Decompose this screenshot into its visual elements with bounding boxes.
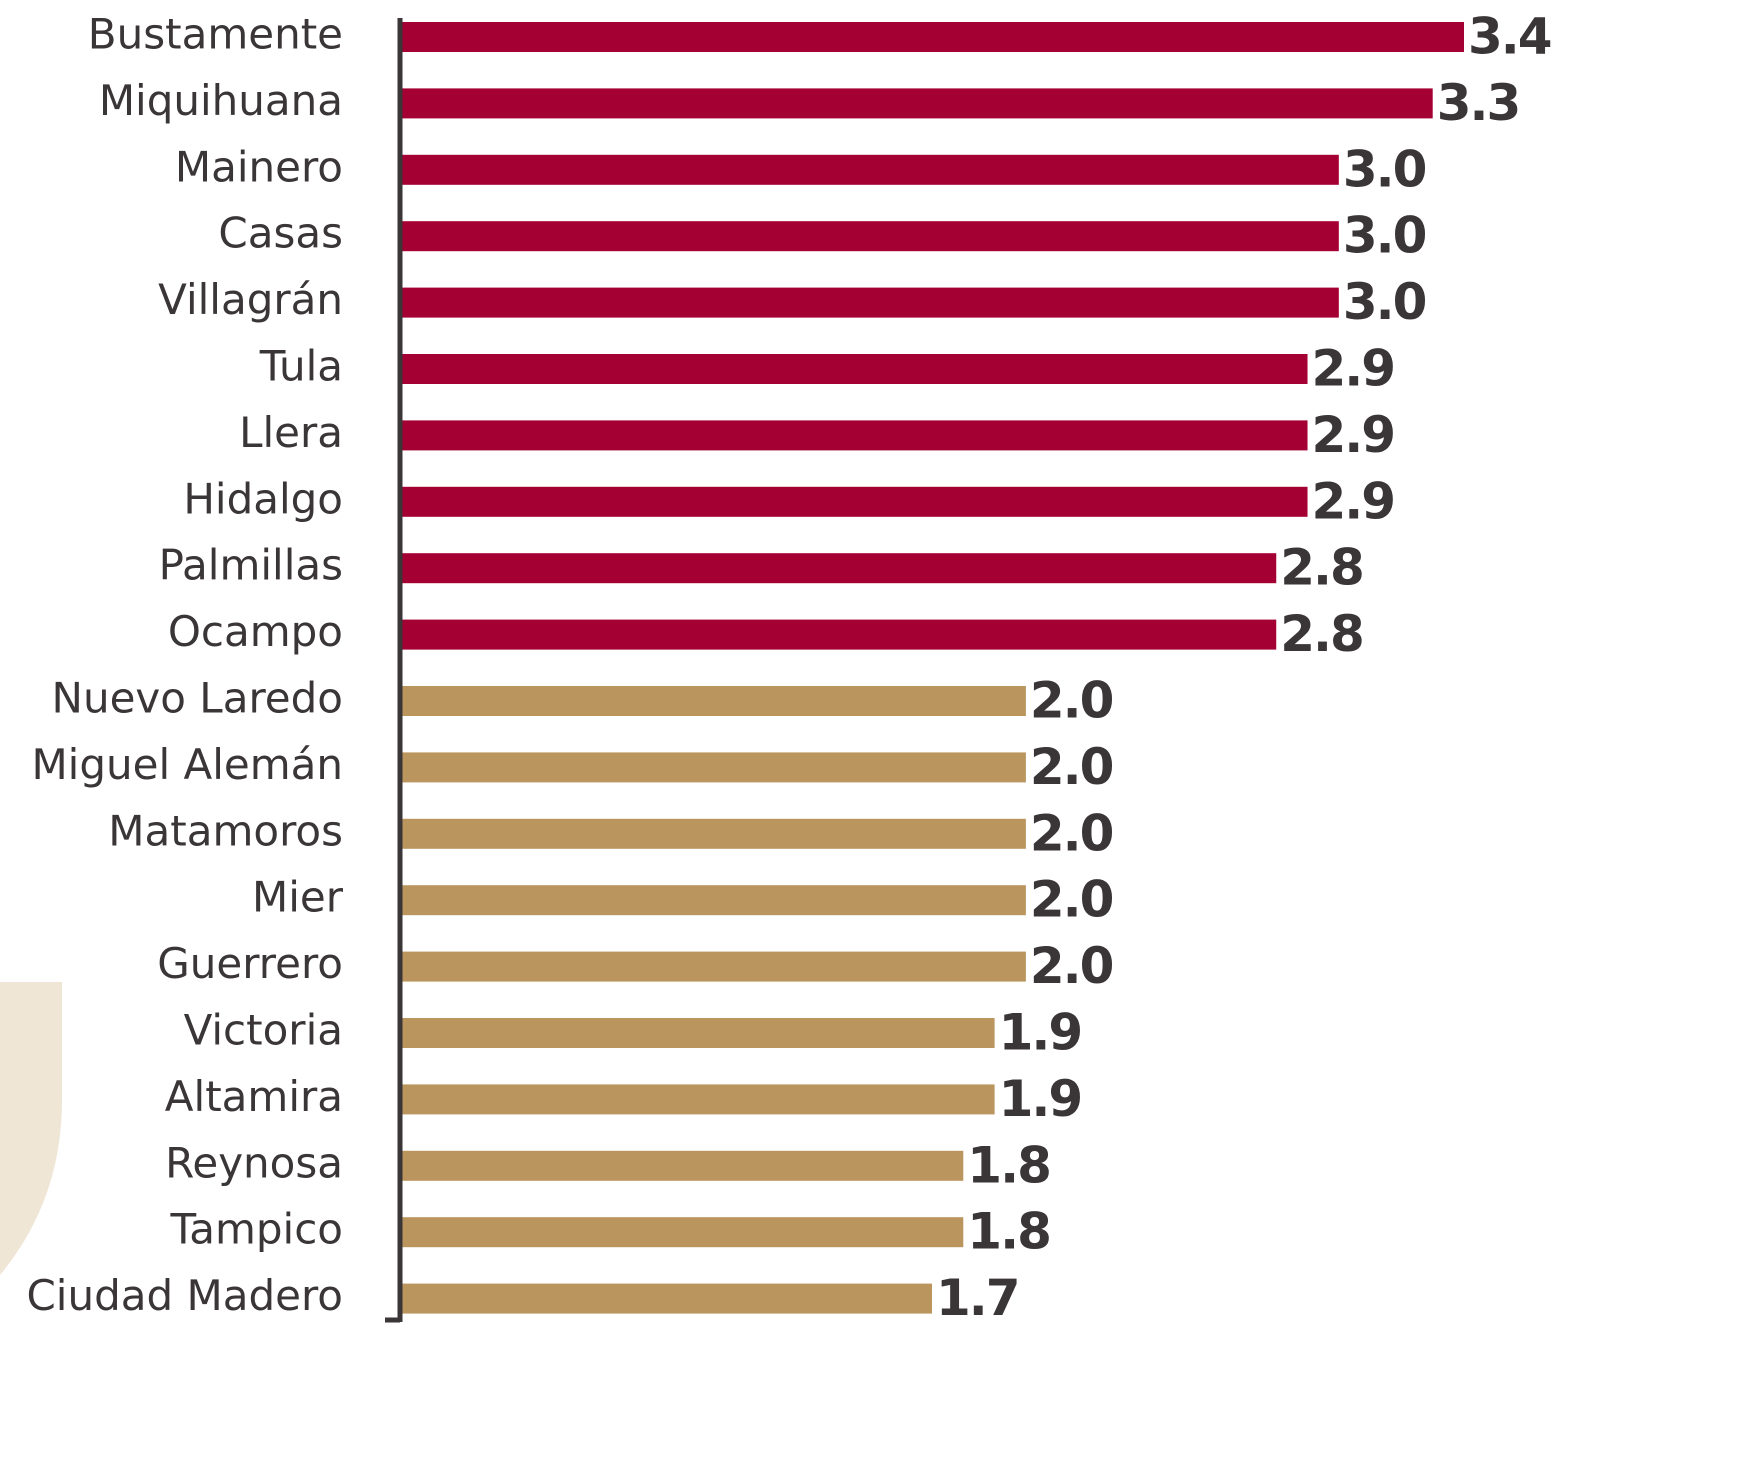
value-label: 2.0 [1030,672,1113,730]
category-label: Tula [259,342,343,391]
decoration [0,982,62,1275]
category-label: Victoria [184,1006,343,1055]
category-label: Llera [239,408,343,457]
value-label: 1.9 [999,1004,1082,1062]
bar [400,221,1339,252]
value-label: 2.9 [1312,340,1395,398]
value-label: 2.9 [1312,472,1395,530]
bar [400,885,1026,916]
category-label: Palmillas [159,541,343,590]
category-label: Matamoros [108,806,343,855]
value-label: 2.0 [1030,937,1113,995]
bar [400,1018,995,1048]
value-label: 2.9 [1312,406,1395,464]
value-label: 3.0 [1343,207,1426,265]
value-label: 3.3 [1437,74,1520,132]
category-label: Miquihuana [99,76,343,125]
category-label: Nuevo Laredo [52,674,343,723]
bar [400,1150,964,1181]
bar [400,619,1277,650]
category-label: Guerrero [157,939,343,988]
bar [400,88,1433,119]
category-label: Tampico [170,1205,343,1254]
bar [400,287,1339,318]
category-label: Hidalgo [183,474,343,523]
value-label: 3.0 [1343,140,1426,198]
category-label: Ciudad Madero [26,1271,343,1320]
value-label: 1.9 [999,1070,1082,1128]
value-label: 3.0 [1343,273,1426,331]
value-label: 2.0 [1030,871,1113,929]
bar [400,951,1026,982]
category-label: Miguel Alemán [31,740,343,789]
value-label: 1.8 [967,1203,1050,1261]
value-label: 2.0 [1030,804,1113,862]
value-label: 2.8 [1280,605,1363,663]
category-label: Bustamente [88,10,343,59]
bar [400,752,1026,783]
value-label: 3.4 [1468,8,1551,66]
bar [400,486,1308,517]
bar [400,22,1464,52]
value-label: 2.0 [1030,738,1113,796]
bar [400,686,1026,716]
bar [400,1283,932,1314]
category-label: Ocampo [168,607,343,656]
category-label: Mier [252,873,344,922]
category-label: Altamira [165,1072,343,1121]
bar [400,420,1308,451]
category-label: Mainero [175,142,343,191]
bar [400,1084,995,1115]
value-label: 1.7 [936,1269,1019,1327]
bar [400,818,1026,849]
bar [400,154,1339,185]
bar [400,354,1308,384]
category-label: Villagrán [158,275,343,324]
category-label: Casas [218,209,343,258]
value-label: 2.8 [1280,539,1363,597]
bar [400,553,1277,584]
bar [400,1217,964,1248]
value-label: 1.8 [967,1136,1050,1194]
category-label: Reynosa [165,1138,343,1187]
